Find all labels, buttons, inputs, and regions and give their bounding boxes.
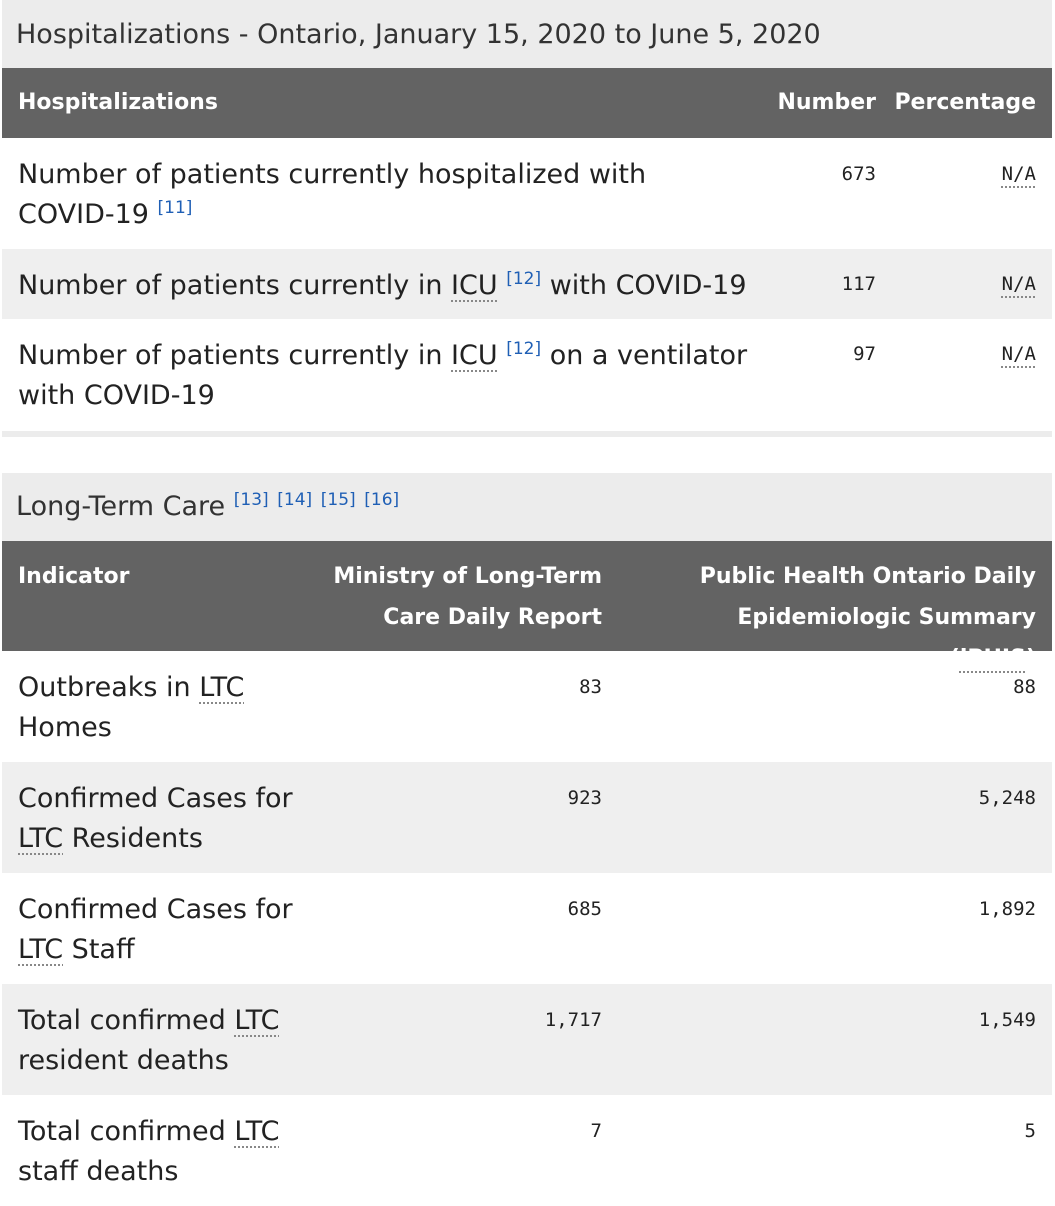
- row-label: Total confirmed LTC staff deaths: [18, 1116, 280, 1187]
- table-row: Number of patients currently in ICU [12]…: [2, 249, 1052, 319]
- row-percentage: N/A: [1001, 343, 1036, 365]
- icu-abbreviation: ICU: [451, 270, 498, 301]
- row-percentage: N/A: [1001, 273, 1036, 295]
- header-pho: Public Health Ontario Daily Epidemiologi…: [699, 564, 1036, 671]
- row-label: Outbreaks in LTC Homes: [18, 672, 245, 743]
- row-pho-value: 1,892: [978, 898, 1036, 920]
- ltc-abbreviation: LTC: [18, 823, 64, 854]
- hospitalizations-caption: Hospitalizations - Ontario, January 15, …: [2, 0, 1052, 68]
- reference-link[interactable]: [16]: [364, 490, 400, 510]
- header-hospitalizations: Hospitalizations: [18, 90, 218, 115]
- ltc-abbreviation: LTC: [234, 1116, 280, 1147]
- row-number: 97: [853, 343, 876, 365]
- icu-abbreviation: ICU: [451, 340, 498, 371]
- row-ministry-value: 83: [579, 676, 602, 698]
- row-label: Number of patients currently in ICU [12]…: [18, 269, 747, 301]
- table-row: Outbreaks in LTC Homes 83 88: [2, 651, 1052, 762]
- reference-link[interactable]: [13]: [233, 490, 269, 510]
- reference-link[interactable]: [11]: [157, 198, 193, 218]
- ltc-abbreviation: LTC: [234, 1005, 280, 1036]
- long-term-care-table: Long-Term Care [13] [14] [15] [16] Indic…: [2, 473, 1052, 1206]
- table-row: Confirmed Cases for LTC Staff 685 1,892: [2, 873, 1052, 984]
- row-percentage: N/A: [1001, 163, 1036, 185]
- table-bottom-border: [2, 431, 1052, 437]
- reference-link[interactable]: [12]: [506, 339, 542, 359]
- table-row: Number of patients currently in ICU [12]…: [2, 319, 1052, 431]
- table-spacer: [0, 437, 1055, 473]
- row-number: 117: [841, 273, 876, 295]
- header-number: Number: [777, 90, 876, 115]
- row-ministry-value: 1,717: [544, 1009, 602, 1031]
- table-row: Number of patients currently hospitalize…: [2, 138, 1052, 249]
- header-indicator: Indicator: [18, 564, 130, 589]
- header-ministry: Ministry of Long-Term Care Daily Report: [333, 564, 602, 630]
- row-label: Number of patients currently hospitalize…: [18, 159, 647, 230]
- iphis-abbreviation: iPHIS: [959, 646, 1026, 671]
- ltc-abbreviation: LTC: [18, 934, 64, 965]
- hospitalizations-table: Hospitalizations - Ontario, January 15, …: [2, 0, 1052, 437]
- row-number: 673: [841, 163, 876, 185]
- row-label: Number of patients currently in ICU [12]…: [18, 339, 748, 411]
- row-label: Confirmed Cases for LTC Residents: [18, 783, 293, 854]
- ltc-caption: Long-Term Care [13] [14] [15] [16]: [2, 473, 1052, 541]
- row-pho-value: 88: [1013, 676, 1036, 698]
- reference-link[interactable]: [12]: [506, 269, 542, 289]
- ltc-header-row: Indicator Ministry of Long-Term Care Dai…: [2, 541, 1052, 671]
- reference-link[interactable]: [14]: [277, 490, 313, 510]
- hospitalizations-header-row: Hospitalizations Number Percentage: [2, 68, 1052, 138]
- reference-link[interactable]: [15]: [320, 490, 356, 510]
- row-ministry-value: 923: [567, 787, 602, 809]
- ltc-abbreviation: LTC: [199, 672, 245, 703]
- table-row: Total confirmed LTC staff deaths 7 5: [2, 1095, 1052, 1206]
- table-row: Total confirmed LTC resident deaths 1,71…: [2, 984, 1052, 1095]
- row-ministry-value: 685: [567, 898, 602, 920]
- row-pho-value: 5: [1024, 1120, 1036, 1142]
- row-ministry-value: 7: [590, 1120, 602, 1142]
- row-label: Confirmed Cases for LTC Staff: [18, 894, 293, 965]
- row-pho-value: 5,248: [978, 787, 1036, 809]
- table-row: Confirmed Cases for LTC Residents 923 5,…: [2, 762, 1052, 873]
- row-label: Total confirmed LTC resident deaths: [18, 1005, 280, 1076]
- row-pho-value: 1,549: [978, 1009, 1036, 1031]
- header-percentage: Percentage: [894, 90, 1036, 115]
